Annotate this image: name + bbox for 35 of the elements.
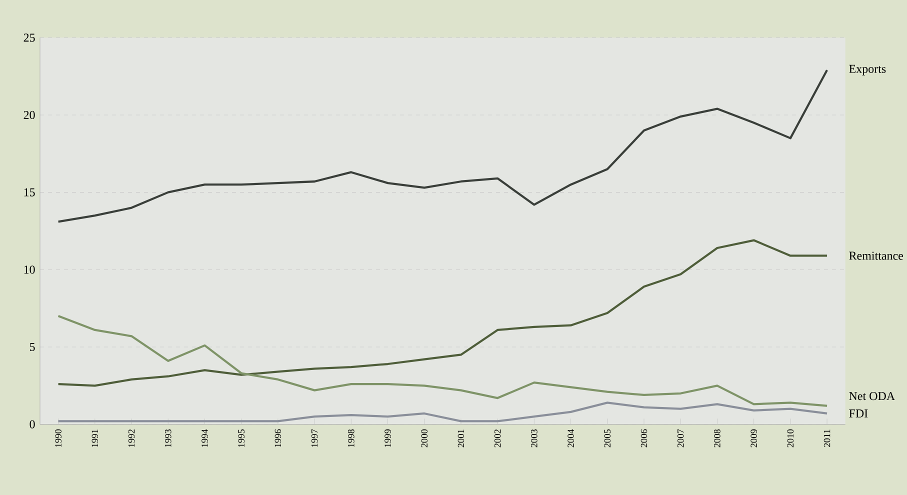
x-tick-label: 2011 [824, 430, 830, 447]
x-tick-label: 1992 [128, 430, 135, 447]
x-tick-label: 2000 [421, 429, 428, 448]
x-tick-label: 2010 [787, 429, 794, 448]
y-tick-label: 10 [24, 266, 35, 274]
x-tick-label: 1999 [384, 429, 391, 447]
series-label: Net ODA [849, 392, 895, 400]
series-label: Remittance [849, 252, 904, 260]
x-tick-label: 1993 [165, 429, 172, 447]
x-tick-label: 2008 [714, 429, 720, 448]
series-label: Exports [849, 64, 886, 76]
x-tick-label: 1998 [348, 429, 354, 447]
x-tick-label: 2001 [458, 430, 464, 448]
y-tick-label: 5 [30, 342, 35, 351]
series-label: FDI [849, 410, 868, 418]
x-tick-label: 1991 [92, 430, 98, 447]
y-tick-label: 15 [24, 188, 35, 196]
y-tick-label: 25 [24, 34, 35, 42]
x-tick-label: 2009 [750, 429, 757, 448]
x-tick-label: 2005 [604, 429, 611, 448]
line-series [57, 239, 828, 387]
x-tick-label: 2002 [494, 430, 501, 448]
x-tick-label: 1996 [274, 429, 282, 447]
x-tick-label: 2006 [640, 429, 648, 448]
y-tick-label: 20 [24, 110, 35, 120]
y-tick-label: 0 [30, 420, 35, 428]
x-tick-label: 1994 [202, 429, 208, 447]
x-tick-label: 1997 [311, 429, 318, 447]
x-tick-label: 1990 [55, 429, 62, 447]
line-series [57, 314, 828, 407]
x-tick-label: 2003 [531, 429, 538, 448]
x-tick-label: 2004 [568, 429, 574, 448]
x-tick-label: 2007 [677, 429, 684, 448]
x-tick-label: 1995 [238, 429, 244, 447]
line-series [57, 69, 828, 223]
